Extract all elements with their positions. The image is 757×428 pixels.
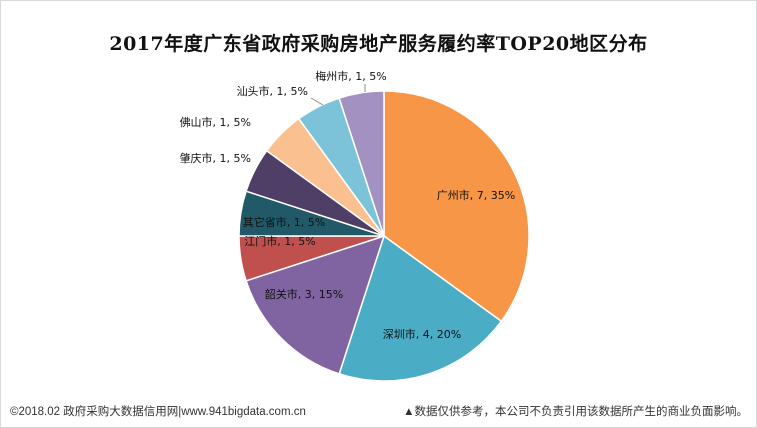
slice-label-5: 其它省市, 1, 5%	[243, 215, 325, 229]
leader-line-shantou	[310, 97, 324, 106]
slice-label-2: 深圳市, 4, 20%	[383, 327, 461, 341]
chart-title: 2017年度广东省政府采购房地产服务履约率TOP20地区分布	[109, 33, 648, 55]
slice-label-4: 江门市, 1, 5%	[244, 234, 315, 248]
slice-label-7: 佛山市, 1, 5%	[180, 115, 251, 129]
slice-label-9: 梅州市, 1, 5%	[315, 69, 386, 83]
footer-copyright: ©2018.02 政府采购大数据信用网|www.941bigdata.com.c…	[10, 406, 306, 418]
slice-label-8: 汕头市, 1, 5%	[237, 84, 308, 98]
footer-disclaimer: ▲数据仅供参考，本公司不负责引用该数据所产生的商业负面影响。	[403, 406, 748, 418]
pie-slice-2	[338, 234, 503, 382]
pie-slice-1	[383, 90, 530, 323]
slice-label-6: 肇庆市, 1, 5%	[180, 151, 251, 165]
pie-slice-3	[245, 234, 386, 375]
pie-slice-9	[338, 90, 385, 237]
slice-label-3: 韶关市, 3, 15%	[265, 287, 343, 301]
slice-label-1: 广州市, 7, 35%	[437, 188, 515, 202]
